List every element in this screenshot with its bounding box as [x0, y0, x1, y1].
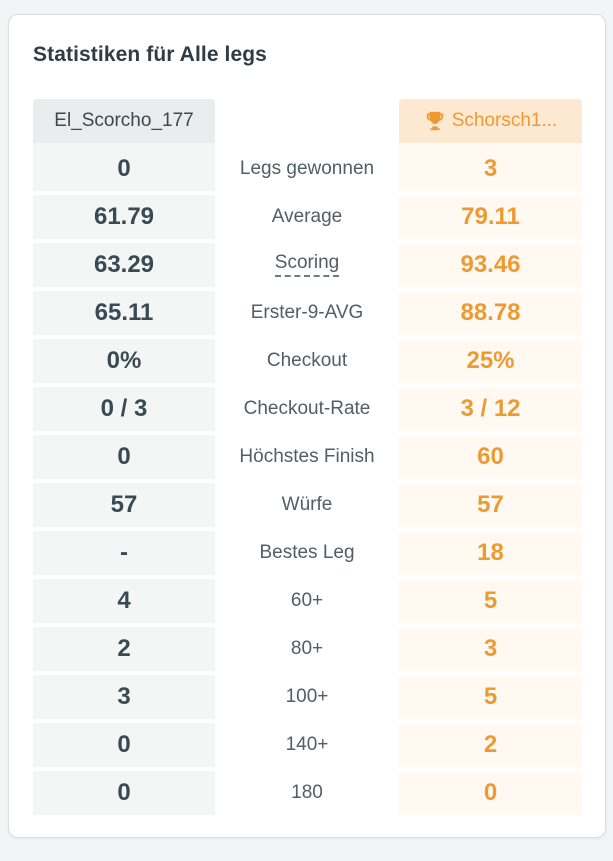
- left-player-value: 2: [33, 627, 215, 671]
- left-player-value: -: [33, 531, 215, 575]
- stat-label-text: Checkout-Rate: [243, 398, 371, 419]
- left-player-value: 63.29: [33, 243, 215, 287]
- card-title: Statistiken für Alle legs: [33, 43, 267, 66]
- stat-row: 0 Legs gewonnen 3: [33, 147, 582, 195]
- row-divider: [33, 719, 582, 723]
- row-divider: [33, 239, 582, 243]
- right-player-value: 5: [399, 675, 582, 719]
- stat-label: Checkout: [215, 339, 399, 383]
- stat-label-text: Average: [271, 206, 343, 227]
- stat-label-text: 80+: [290, 638, 324, 659]
- stat-row: 65.11 Erster-9-AVG 88.78: [33, 291, 582, 339]
- stat-label: Bestes Leg: [215, 531, 399, 575]
- stat-row: 0 Höchstes Finish 60: [33, 435, 582, 483]
- stat-label: Erster-9-AVG: [215, 291, 399, 335]
- left-player-value: 61.79: [33, 195, 215, 239]
- right-player-name: Schorsch1...: [451, 110, 558, 131]
- stat-label-text: Höchstes Finish: [239, 446, 375, 467]
- stat-row: 57 Würfe 57: [33, 483, 582, 531]
- left-player-value: 0%: [33, 339, 215, 383]
- stat-row: - Bestes Leg 18: [33, 531, 582, 579]
- stat-row: 0 180 0: [33, 771, 582, 819]
- stat-label: Würfe: [215, 483, 399, 527]
- left-player-value: 0 / 3: [33, 387, 215, 431]
- right-player-header: Schorsch1...: [399, 99, 582, 143]
- row-divider: [33, 527, 582, 531]
- left-player-value: 57: [33, 483, 215, 527]
- left-player-value: 0: [33, 147, 215, 191]
- right-player-value: 0: [399, 771, 582, 815]
- stat-label-text: Erster-9-AVG: [250, 302, 364, 323]
- right-player-value: 3: [399, 627, 582, 671]
- stat-label-text: Checkout: [266, 350, 348, 371]
- right-player-value: 5: [399, 579, 582, 623]
- stat-label: 140+: [215, 723, 399, 767]
- stat-label-text: 140+: [285, 734, 329, 755]
- stat-row: 4 60+ 5: [33, 579, 582, 627]
- stat-label-text: 60+: [290, 590, 324, 611]
- stats-card: Statistiken für Alle legs El_Scorcho_177…: [8, 14, 606, 838]
- row-divider: [33, 479, 582, 483]
- stat-row: 61.79 Average 79.11: [33, 195, 582, 243]
- stat-label: Checkout-Rate: [215, 387, 399, 431]
- stat-label: 60+: [215, 579, 399, 623]
- stat-label-text: Bestes Leg: [259, 542, 355, 563]
- stat-row: 0 / 3 Checkout-Rate 3 / 12: [33, 387, 582, 435]
- left-player-value: 0: [33, 435, 215, 479]
- right-player-value: 93.46: [399, 243, 582, 287]
- row-divider: [33, 383, 582, 387]
- stat-label: Legs gewonnen: [215, 147, 399, 191]
- stat-row: 0 140+ 2: [33, 723, 582, 771]
- stat-row: 3 100+ 5: [33, 675, 582, 723]
- stat-label: 100+: [215, 675, 399, 719]
- left-player-value: 3: [33, 675, 215, 719]
- right-player-value: 79.11: [399, 195, 582, 239]
- left-player-value: 65.11: [33, 291, 215, 335]
- row-divider: [33, 431, 582, 435]
- row-divider: [33, 191, 582, 195]
- row-divider: [33, 287, 582, 291]
- stat-label-text: 100+: [285, 686, 329, 707]
- right-player-value: 3: [399, 147, 582, 191]
- right-player-value: 25%: [399, 339, 582, 383]
- left-player-value: 0: [33, 771, 215, 815]
- left-player-value: 4: [33, 579, 215, 623]
- right-player-value: 3 / 12: [399, 387, 582, 431]
- trophy-icon: [426, 111, 443, 131]
- stat-label[interactable]: Scoring: [215, 243, 399, 287]
- stat-label-text: Würfe: [281, 494, 333, 515]
- left-player-value: 0: [33, 723, 215, 767]
- right-player-value: 60: [399, 435, 582, 479]
- row-divider: [33, 623, 582, 627]
- stat-label: 80+: [215, 627, 399, 671]
- right-player-value: 2: [399, 723, 582, 767]
- stat-label: Höchstes Finish: [215, 435, 399, 479]
- stat-label-text: Legs gewonnen: [239, 158, 375, 179]
- row-divider: [33, 575, 582, 579]
- row-divider: [33, 671, 582, 675]
- stat-label-text[interactable]: Scoring: [274, 252, 340, 277]
- stat-row: 0% Checkout 25%: [33, 339, 582, 387]
- right-player-value: 57: [399, 483, 582, 527]
- row-divider: [33, 335, 582, 339]
- stat-row: 2 80+ 3: [33, 627, 582, 675]
- stat-label: Average: [215, 195, 399, 239]
- row-divider: [33, 767, 582, 771]
- stat-label: 180: [215, 771, 399, 815]
- left-player-header: El_Scorcho_177: [33, 99, 215, 143]
- left-player-name: El_Scorcho_177: [54, 110, 194, 131]
- stat-label-text: 180: [291, 782, 323, 803]
- stats-table: 0 Legs gewonnen 3 61.79 Average 79.11 63.29 Sco…: [33, 147, 582, 819]
- right-player-value: 88.78: [399, 291, 582, 335]
- stat-row: 63.29 Scoring 93.46: [33, 243, 582, 291]
- right-player-value: 18: [399, 531, 582, 575]
